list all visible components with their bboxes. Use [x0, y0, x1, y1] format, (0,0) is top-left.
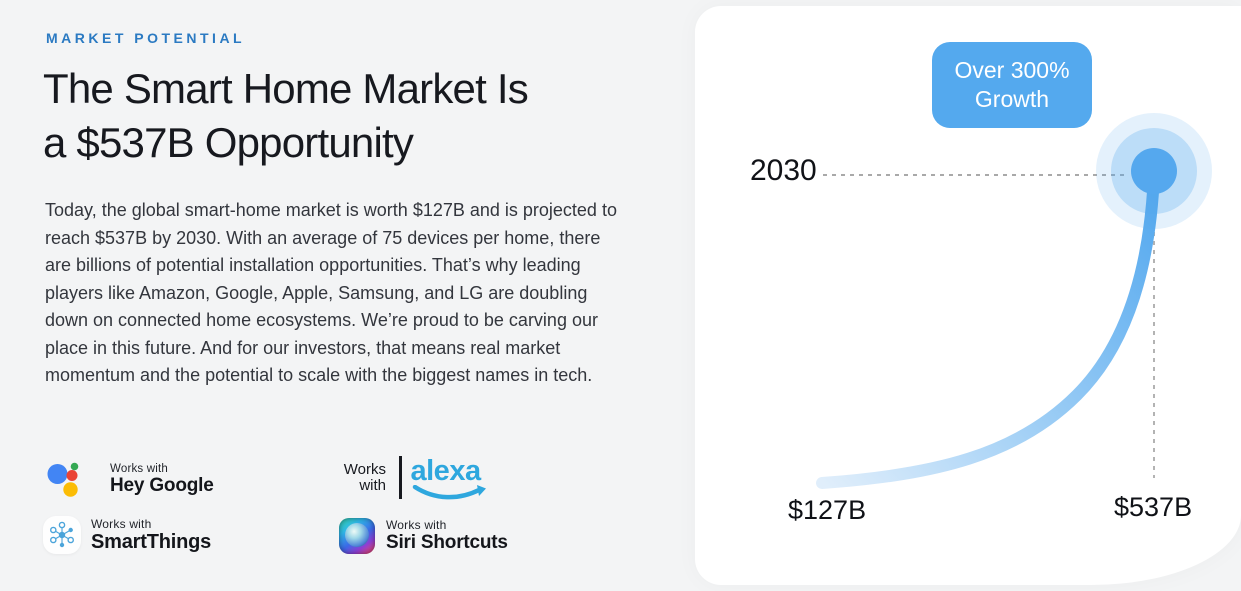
title-line-2: a $537B Opportunity	[43, 119, 414, 166]
siri-icon	[339, 518, 375, 554]
smartthings-tile	[43, 516, 81, 554]
smartthings-network-icon	[50, 521, 75, 548]
works-with-smartthings-badge: Works with SmartThings	[43, 516, 211, 554]
growth-curve	[816, 168, 1160, 489]
partner-name: SmartThings	[91, 530, 212, 553]
market-potential-section: MARKET POTENTIAL The Smart Home Market I…	[43, 30, 617, 554]
google-assistant-icon	[47, 462, 79, 497]
section-eyebrow: MARKET POTENTIAL	[46, 30, 246, 46]
year-label: 2030	[750, 154, 817, 187]
partner-name: alexa	[410, 455, 482, 487]
partner-name: Siri Shortcuts	[386, 532, 508, 553]
siri-lens	[345, 523, 369, 547]
alexa-smile-icon	[412, 485, 486, 500]
growth-callout-badge: Over 300% Growth	[932, 42, 1092, 128]
end-value-label: $537B	[1114, 492, 1193, 522]
alexa-logo: alexa	[411, 457, 489, 502]
works-with-label: Works with	[343, 461, 386, 494]
divider	[399, 456, 402, 499]
growth-chart-card: Over 300% Growth 2030 $127B $537B	[695, 6, 1241, 585]
works-with-label: Works with	[110, 463, 169, 475]
endpoint-marker	[1131, 148, 1177, 194]
start-value-label: $127B	[788, 495, 867, 525]
works-with-label: Works with	[386, 518, 447, 532]
vertical-dashed-guideline	[1153, 196, 1155, 478]
works-with-hey-google-badge: Works with Hey Google	[45, 459, 214, 501]
partner-name: Hey Google	[110, 475, 214, 496]
works-with-alexa-badge: Works with alexa	[338, 456, 489, 502]
works-with-siri-shortcuts-badge: Works with Siri Shortcuts	[339, 518, 508, 554]
title-line-1: The Smart Home Market Is	[43, 65, 529, 112]
page-title: The Smart Home Market Is a $537B Opportun…	[43, 62, 529, 170]
body-paragraph: Today, the global smart-home market is w…	[45, 200, 617, 385]
works-with-label: Works with	[91, 516, 152, 531]
horizontal-dashed-guideline	[823, 174, 1125, 176]
